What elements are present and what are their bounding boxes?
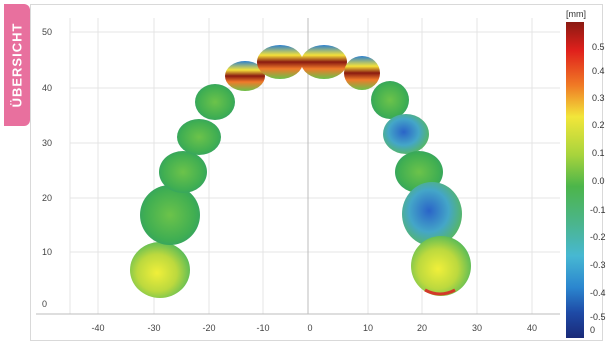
y-tick-label: 10 — [42, 247, 52, 257]
x-tick-label: -10 — [256, 323, 269, 333]
x-tick-label: 10 — [363, 323, 373, 333]
tooth — [140, 185, 200, 245]
x-tick-label: -20 — [202, 323, 215, 333]
tooth — [411, 236, 471, 296]
colorbar-tick: 0.5 — [592, 42, 605, 52]
x-tick-label: 0 — [307, 323, 312, 333]
y-tick-label: 0 — [42, 299, 47, 309]
x-tick-label: -40 — [91, 323, 104, 333]
colorbar-tick: 0.3 — [592, 93, 605, 103]
colorbar-tick: -0.3 — [590, 260, 606, 270]
colorbar: [mm] 0.5 0.4 0.3 0.2 0.1 0.0 -0.1 -0.2 -… — [566, 9, 606, 338]
tooth — [177, 119, 221, 155]
x-tick-label: -30 — [147, 323, 160, 333]
tooth — [195, 84, 235, 120]
tab-overview[interactable]: ÜBERSICHT — [4, 4, 30, 126]
dental-arch-scan — [130, 45, 471, 298]
colorbar-tick: -0.1 — [590, 205, 606, 215]
x-tick-label: 20 — [417, 323, 427, 333]
colorbar-unit: [mm] — [566, 9, 586, 19]
x-tick-labels: -40 -30 -20 -10 0 10 20 30 40 — [91, 323, 537, 333]
tooth — [257, 45, 303, 79]
x-tick-label: 30 — [472, 323, 482, 333]
tooth — [383, 114, 429, 154]
y-tick-label: 40 — [42, 83, 52, 93]
colorbar-tick: 0 — [590, 325, 595, 335]
y-tick-label: 30 — [42, 138, 52, 148]
colorbar-tick: -0.4 — [590, 288, 606, 298]
tooth — [402, 182, 462, 246]
colorbar-tick: -0.2 — [590, 232, 606, 242]
colorbar-tick: 0.4 — [592, 66, 605, 76]
colorbar-tick: -0.5 — [590, 312, 606, 322]
tooth — [159, 151, 207, 193]
tooth — [301, 45, 347, 79]
tooth — [371, 81, 409, 119]
y-tick-label: 50 — [42, 27, 52, 37]
colorbar-tick: 0.0 — [592, 176, 605, 186]
tooth — [130, 242, 190, 298]
colorbar-tick: 0.1 — [592, 148, 605, 158]
tooth-deviation-mark — [424, 288, 456, 296]
y-tick-label: 20 — [42, 193, 52, 203]
colorbar-scale — [566, 22, 584, 338]
x-tick-label: 40 — [527, 323, 537, 333]
tooth — [225, 61, 265, 91]
tooth — [344, 56, 380, 90]
colorbar-tick: 0.2 — [592, 120, 605, 130]
y-tick-labels: 50 40 30 20 10 0 — [42, 27, 52, 309]
